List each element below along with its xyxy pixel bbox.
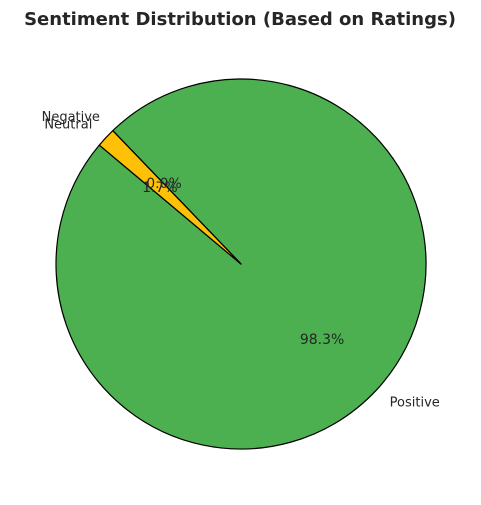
- pie-pct-label-negative: 0.0%: [146, 176, 182, 192]
- pie-labels: Positive 98.3% Negative 0.0% Neutral 1.7%: [42, 110, 440, 411]
- pie-slice-neutral: [98, 130, 242, 265]
- chart-title: Sentiment Distribution (Based on Ratings…: [24, 9, 456, 30]
- pie-label-negative: Negative: [42, 110, 100, 125]
- pie-label-positive: Positive: [390, 395, 440, 410]
- pie-pct-label-positive: 98.3%: [300, 332, 344, 348]
- pie-pct-label-neutral: 1.7%: [142, 180, 178, 196]
- pie-slices: [55, 78, 427, 450]
- pie-label-neutral: Neutral: [44, 118, 92, 133]
